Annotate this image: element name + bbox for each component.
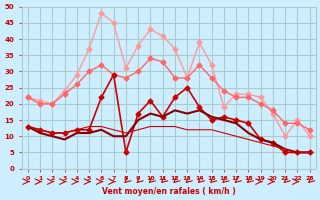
X-axis label: Vent moyen/en rafales ( km/h ): Vent moyen/en rafales ( km/h ): [102, 187, 236, 196]
